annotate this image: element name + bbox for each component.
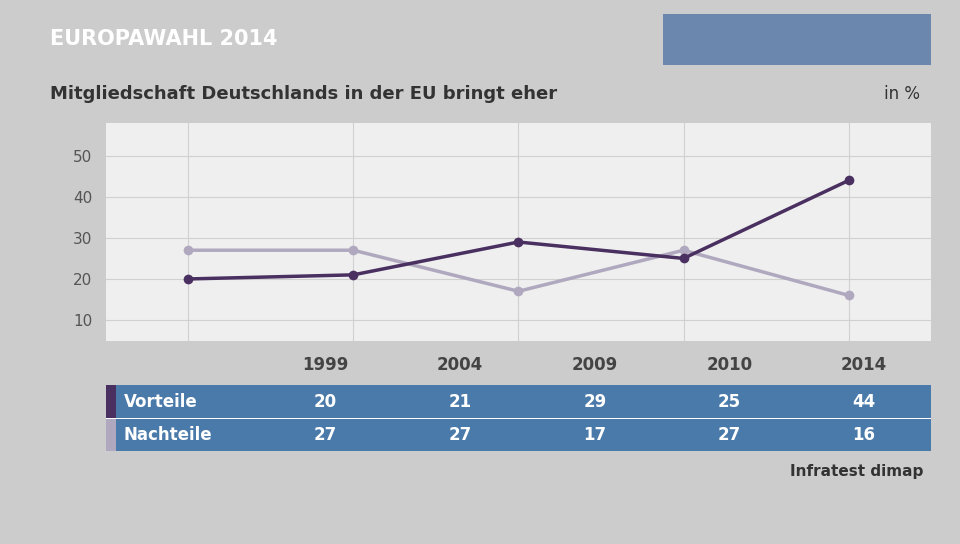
Text: 20: 20 <box>314 393 337 411</box>
Text: in %: in % <box>883 85 920 103</box>
Text: Nachteile: Nachteile <box>124 425 212 443</box>
Bar <box>106 418 931 419</box>
Text: 17: 17 <box>584 425 607 443</box>
Bar <box>106 385 931 418</box>
Text: 2009: 2009 <box>571 356 618 374</box>
Bar <box>106 418 931 451</box>
Text: 1999: 1999 <box>302 356 348 374</box>
Text: 21: 21 <box>448 393 471 411</box>
Text: 2010: 2010 <box>707 356 753 374</box>
Text: Vorteile: Vorteile <box>124 393 198 411</box>
Text: Infratest dimap: Infratest dimap <box>789 464 923 479</box>
Text: 2014: 2014 <box>841 356 887 374</box>
Text: Mitgliedschaft Deutschlands in der EU bringt eher: Mitgliedschaft Deutschlands in der EU br… <box>50 85 557 103</box>
Text: 27: 27 <box>314 425 337 443</box>
Text: 27: 27 <box>448 425 471 443</box>
Text: 27: 27 <box>718 425 741 443</box>
Bar <box>106 385 115 418</box>
Text: 44: 44 <box>852 393 876 411</box>
Text: 16: 16 <box>852 425 876 443</box>
Bar <box>663 14 931 65</box>
Text: 25: 25 <box>718 393 741 411</box>
Text: 29: 29 <box>583 393 607 411</box>
Text: 2004: 2004 <box>437 356 483 374</box>
Text: EUROPAWAHL 2014: EUROPAWAHL 2014 <box>50 29 277 50</box>
Bar <box>106 418 115 451</box>
